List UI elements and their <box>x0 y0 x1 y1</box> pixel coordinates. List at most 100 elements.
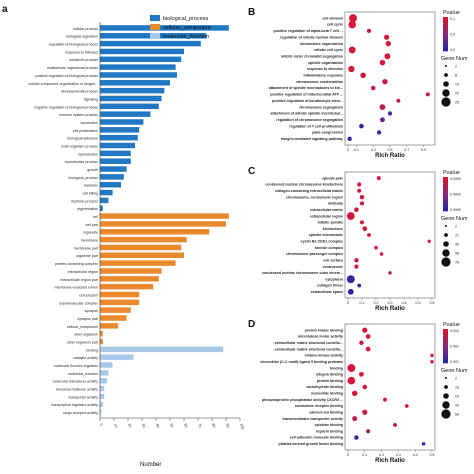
x-axis-label: Rich Ratio <box>375 306 405 312</box>
x-axis-label: Rich Ratio <box>375 458 405 464</box>
x-tick-label: 0.1 <box>354 148 359 152</box>
term-label: cell surface <box>323 258 343 262</box>
colorbar-segment <box>443 197 448 200</box>
size-legend-label: 58 <box>455 252 459 256</box>
term-label: chromosome passenger complex <box>286 252 343 256</box>
term-label: extracellular matrix structural constitu… <box>274 341 343 345</box>
category-label: binding <box>86 348 98 352</box>
x-tick-label: 0.9 <box>421 148 426 152</box>
colorbar-segment <box>443 203 448 206</box>
bubble-point <box>384 34 390 40</box>
term-label: positive regulation of mitochondrial ATP… <box>270 93 343 97</box>
panel-a-bar-chart: a cellular process biological regulation r… <box>2 4 245 468</box>
x-tick-label: 0.4 <box>402 301 407 305</box>
colorbar-segment <box>443 333 448 336</box>
bubble-point <box>421 442 426 446</box>
bubble-point <box>360 220 364 225</box>
size-legend-dot <box>441 409 451 419</box>
bubble-point <box>348 20 357 29</box>
bubble-point <box>379 252 384 256</box>
panel-a-legend: biological_process cellular_componentmole… <box>150 15 211 40</box>
category-label: biological adhesion <box>67 137 98 141</box>
bar <box>100 323 119 329</box>
colorbar-tick-label: 0.0000 <box>450 208 461 212</box>
size-legend-label: 16 <box>455 386 459 390</box>
colorbar-segment <box>443 209 448 212</box>
term-label: kinesin complex <box>315 246 343 250</box>
term-label: spindle organization <box>308 61 343 65</box>
pvalue-legend-title: Pvalue <box>443 170 460 176</box>
category-label: negative regulation of biological proces… <box>34 105 98 109</box>
category-label: metabolic process <box>69 58 98 62</box>
x-tick-label: 0.5 <box>430 453 435 457</box>
colorbar-segment <box>443 29 448 32</box>
term-label: regulation of chromosome segregation <box>276 118 343 122</box>
category-label: cell proliferation <box>73 129 98 133</box>
bubble-point <box>348 65 355 73</box>
panel-letter: D <box>248 319 255 330</box>
bubble-point <box>347 376 356 385</box>
colorbar-segment <box>443 183 448 186</box>
term-label: cell cycle <box>327 23 343 27</box>
category-label: biological_process <box>68 176 98 180</box>
category-label: extracellular region <box>68 270 98 274</box>
bubble-point <box>367 233 371 237</box>
colorbar-segment <box>443 27 448 30</box>
bubble-point <box>357 283 362 288</box>
colorbar-segment <box>443 43 448 46</box>
bubble-point <box>430 360 434 364</box>
colorbar-segment <box>443 185 448 188</box>
gene-num-legend-title: Gene Num <box>441 56 468 62</box>
colorbar-segment <box>443 21 448 24</box>
colorbar-segment <box>443 347 448 350</box>
term-label: attachment of mitotic spindle microtubul… <box>271 112 343 116</box>
bar <box>100 48 184 55</box>
bar <box>100 221 226 227</box>
bar <box>100 142 135 149</box>
term-label: plate congression <box>312 131 343 135</box>
bar <box>100 119 144 125</box>
x-tick-label: 0.4 <box>413 453 418 457</box>
category-label: cellular component organization or bioge… <box>28 82 98 86</box>
category-label: other organism <box>74 333 98 337</box>
colorbar-segment <box>443 191 448 194</box>
colorbar-segment <box>443 45 448 48</box>
colorbar-segment <box>443 181 448 184</box>
colorbar-segment <box>443 361 448 364</box>
category-label: synapse <box>85 309 98 313</box>
bar <box>100 80 170 86</box>
category-label: signaling <box>84 97 98 101</box>
term-label: nucleotide binding <box>311 392 343 396</box>
bar <box>100 346 224 353</box>
bubble-point <box>383 397 387 402</box>
x-tick-label: 0.3 <box>388 301 393 305</box>
x-tick-label: 0.2 <box>379 453 384 457</box>
bar <box>100 236 187 243</box>
category-label: molecular transducer activity <box>52 380 98 384</box>
plot-frame <box>344 11 436 146</box>
term-label: chromosome segregation <box>299 105 343 109</box>
colorbar-segment <box>443 337 448 340</box>
legend-swatch <box>150 33 160 39</box>
category-label: multi-organism process <box>61 144 98 148</box>
term-label: inflammatory response <box>303 74 343 78</box>
bar <box>100 64 176 70</box>
category-label: supramolecular complex <box>59 301 98 305</box>
term-label: cyclin B1-CDK1 complex <box>301 240 343 244</box>
x-tick-label: 50 <box>169 423 174 428</box>
bar <box>100 385 105 392</box>
colorbar-segment <box>443 199 448 202</box>
size-legend-label: 20 <box>455 92 459 96</box>
pvalue-legend-title: Pvalue <box>443 322 460 328</box>
category-label: membrane part <box>74 246 98 250</box>
colorbar-segment <box>443 33 448 36</box>
size-legend-label: 14 <box>455 83 459 87</box>
term-label: transmembrane transporter activity <box>282 417 343 421</box>
term-label: attachment of spindle microtubules to ki… <box>269 86 343 90</box>
x-tick-label: 30 <box>141 423 146 428</box>
bubble-point <box>347 288 354 295</box>
term-label: microtubule motor activity <box>298 335 343 339</box>
colorbar-segment <box>443 205 448 208</box>
term-label: protein kinase binding <box>305 328 343 332</box>
bubble-point <box>365 346 371 352</box>
